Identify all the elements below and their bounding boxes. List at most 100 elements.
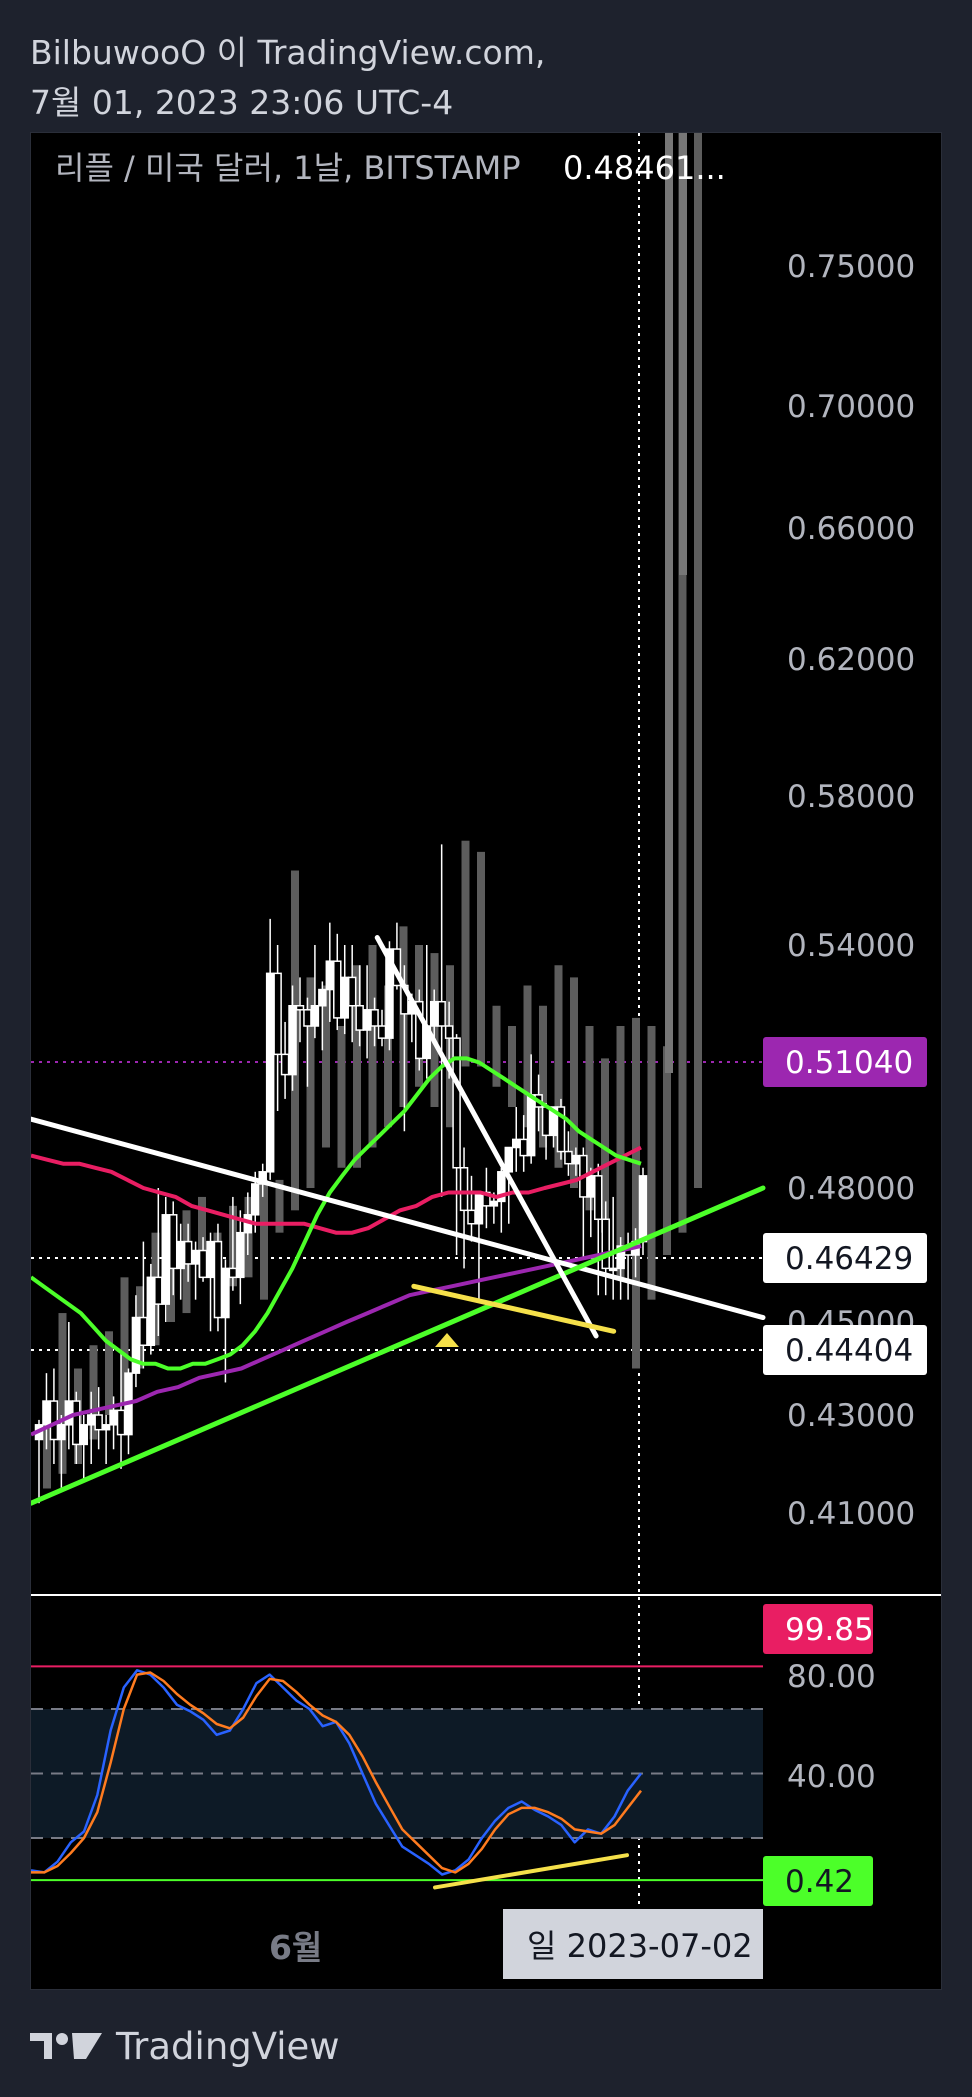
candle-body [191, 1249, 200, 1265]
trendline-0 [31, 1116, 766, 1321]
footer-brand[interactable]: TradingView [30, 2024, 340, 2068]
stochastic-oscillator [31, 1665, 763, 1890]
candle-body [429, 1000, 439, 1027]
price-tick-label: 0.62000 [787, 642, 915, 678]
price-tick-label: 0.75000 [787, 249, 915, 285]
price-badge-text: 0.46429 [785, 1241, 913, 1277]
ghost-bar [105, 1331, 113, 1415]
ghost-bar [492, 1005, 501, 1087]
candle-body [459, 1167, 469, 1212]
ghost-bar [89, 1345, 98, 1440]
candle-body [519, 1138, 528, 1157]
candle-body [638, 1175, 648, 1243]
candle-body [183, 1240, 193, 1265]
ma-green-line [31, 1056, 642, 1371]
candle-body [228, 1267, 238, 1279]
candle-body [489, 1200, 499, 1207]
candles [34, 133, 702, 1504]
candle-body [586, 1175, 596, 1198]
candle-body [370, 1009, 379, 1027]
oscillator-badge-text: 0.42 [785, 1864, 854, 1900]
candle-body [497, 1171, 506, 1203]
ma-purple-line [31, 1244, 642, 1437]
ghost-bar [353, 965, 361, 1168]
candle-body [385, 948, 394, 1039]
stoch-d-line [31, 1671, 642, 1874]
oscillator-badge-text: 99.85 [785, 1612, 874, 1648]
price-badge [763, 1037, 927, 1087]
candle-body [280, 1053, 290, 1076]
price-badge-text: 0.51040 [785, 1045, 913, 1081]
trendline-3 [411, 1283, 617, 1334]
oscillator-badge [763, 1856, 873, 1906]
candle-body [437, 1000, 446, 1027]
candle-body [131, 1316, 141, 1374]
candle-body [601, 1218, 610, 1270]
trendline-1 [31, 1185, 766, 1506]
ghost-bar [275, 1179, 284, 1233]
ma-red-line [31, 1145, 642, 1235]
ghost-bar [523, 985, 532, 1128]
axis-labels: 0.75000 0.70000 0.66000 0.62000 0.58000 0.540… [55, 149, 927, 1979]
chart-title: 리플 / 미국 달러, 1날, BITSTAMP [55, 149, 521, 187]
candle-body [594, 1175, 603, 1221]
ghost-bar [601, 1058, 609, 1233]
ghost-bar [647, 1026, 656, 1300]
candle-body [325, 960, 335, 991]
candle-body [109, 1409, 118, 1426]
price-tick-label: 0.41000 [787, 1496, 915, 1532]
ghost-bar [554, 965, 563, 1168]
price-tick-label: 0.58000 [787, 779, 915, 815]
candle-body [236, 1231, 245, 1279]
ghost-bar [508, 1026, 516, 1107]
candle-body [94, 1414, 103, 1431]
trendline-2 [374, 935, 599, 1339]
candle-body [206, 1240, 215, 1279]
ghost-bar [694, 133, 702, 1188]
ghost-bar [663, 1046, 671, 1255]
ghost-bar [570, 977, 578, 1188]
candle-body [101, 1424, 111, 1431]
price-tick-label: 0.48000 [787, 1171, 915, 1207]
moving-averages [31, 1056, 642, 1437]
price-chart[interactable]: 0.75000 0.70000 0.66000 0.62000 0.58000 0.540… [31, 133, 941, 1989]
candle-body [213, 1240, 223, 1319]
candle-body [511, 1138, 521, 1149]
candle-body [72, 1400, 81, 1446]
price-tick-label: 0.54000 [787, 928, 915, 964]
candle-body [318, 988, 327, 1007]
candle-body [556, 1106, 566, 1153]
candle-body [303, 1009, 312, 1027]
ghost-bar [616, 1026, 625, 1278]
candle-body [176, 1240, 185, 1270]
candle-body [467, 1209, 476, 1225]
candle-body [377, 1025, 387, 1039]
ghost-bar [399, 926, 408, 1107]
oscillator-tick-label: 40.00 [787, 1759, 876, 1795]
candle-body [168, 1214, 178, 1270]
ghost-bar [384, 985, 392, 1128]
ghost-bar [322, 985, 330, 1148]
crosshair-date-text: 일 2023-07-02 [527, 1927, 753, 1965]
candle-body [571, 1154, 581, 1165]
chart-panel[interactable]: 0.75000 0.70000 0.66000 0.62000 0.58000 0.540… [30, 132, 942, 1990]
candle-body [340, 976, 349, 1019]
ghost-bar [260, 1179, 268, 1300]
ghost-bar [306, 977, 315, 1188]
ghost-bar [678, 133, 687, 1233]
ghost-bar [43, 1424, 51, 1489]
candle-body [295, 1005, 305, 1011]
ghost-bar [167, 1241, 175, 1322]
oscillator-badge [763, 1604, 873, 1654]
candle-body [64, 1400, 74, 1426]
trendlines [31, 935, 766, 1506]
candle-body [333, 960, 342, 1019]
ghost-bar [58, 1313, 67, 1474]
candle-body [116, 1409, 126, 1436]
ghost-bar [368, 945, 377, 1148]
candle-body [310, 1005, 320, 1027]
tradingview-logo-icon [30, 2033, 102, 2059]
candle-body [146, 1276, 156, 1347]
candle-body [474, 1191, 484, 1225]
candle-body [526, 1094, 536, 1157]
